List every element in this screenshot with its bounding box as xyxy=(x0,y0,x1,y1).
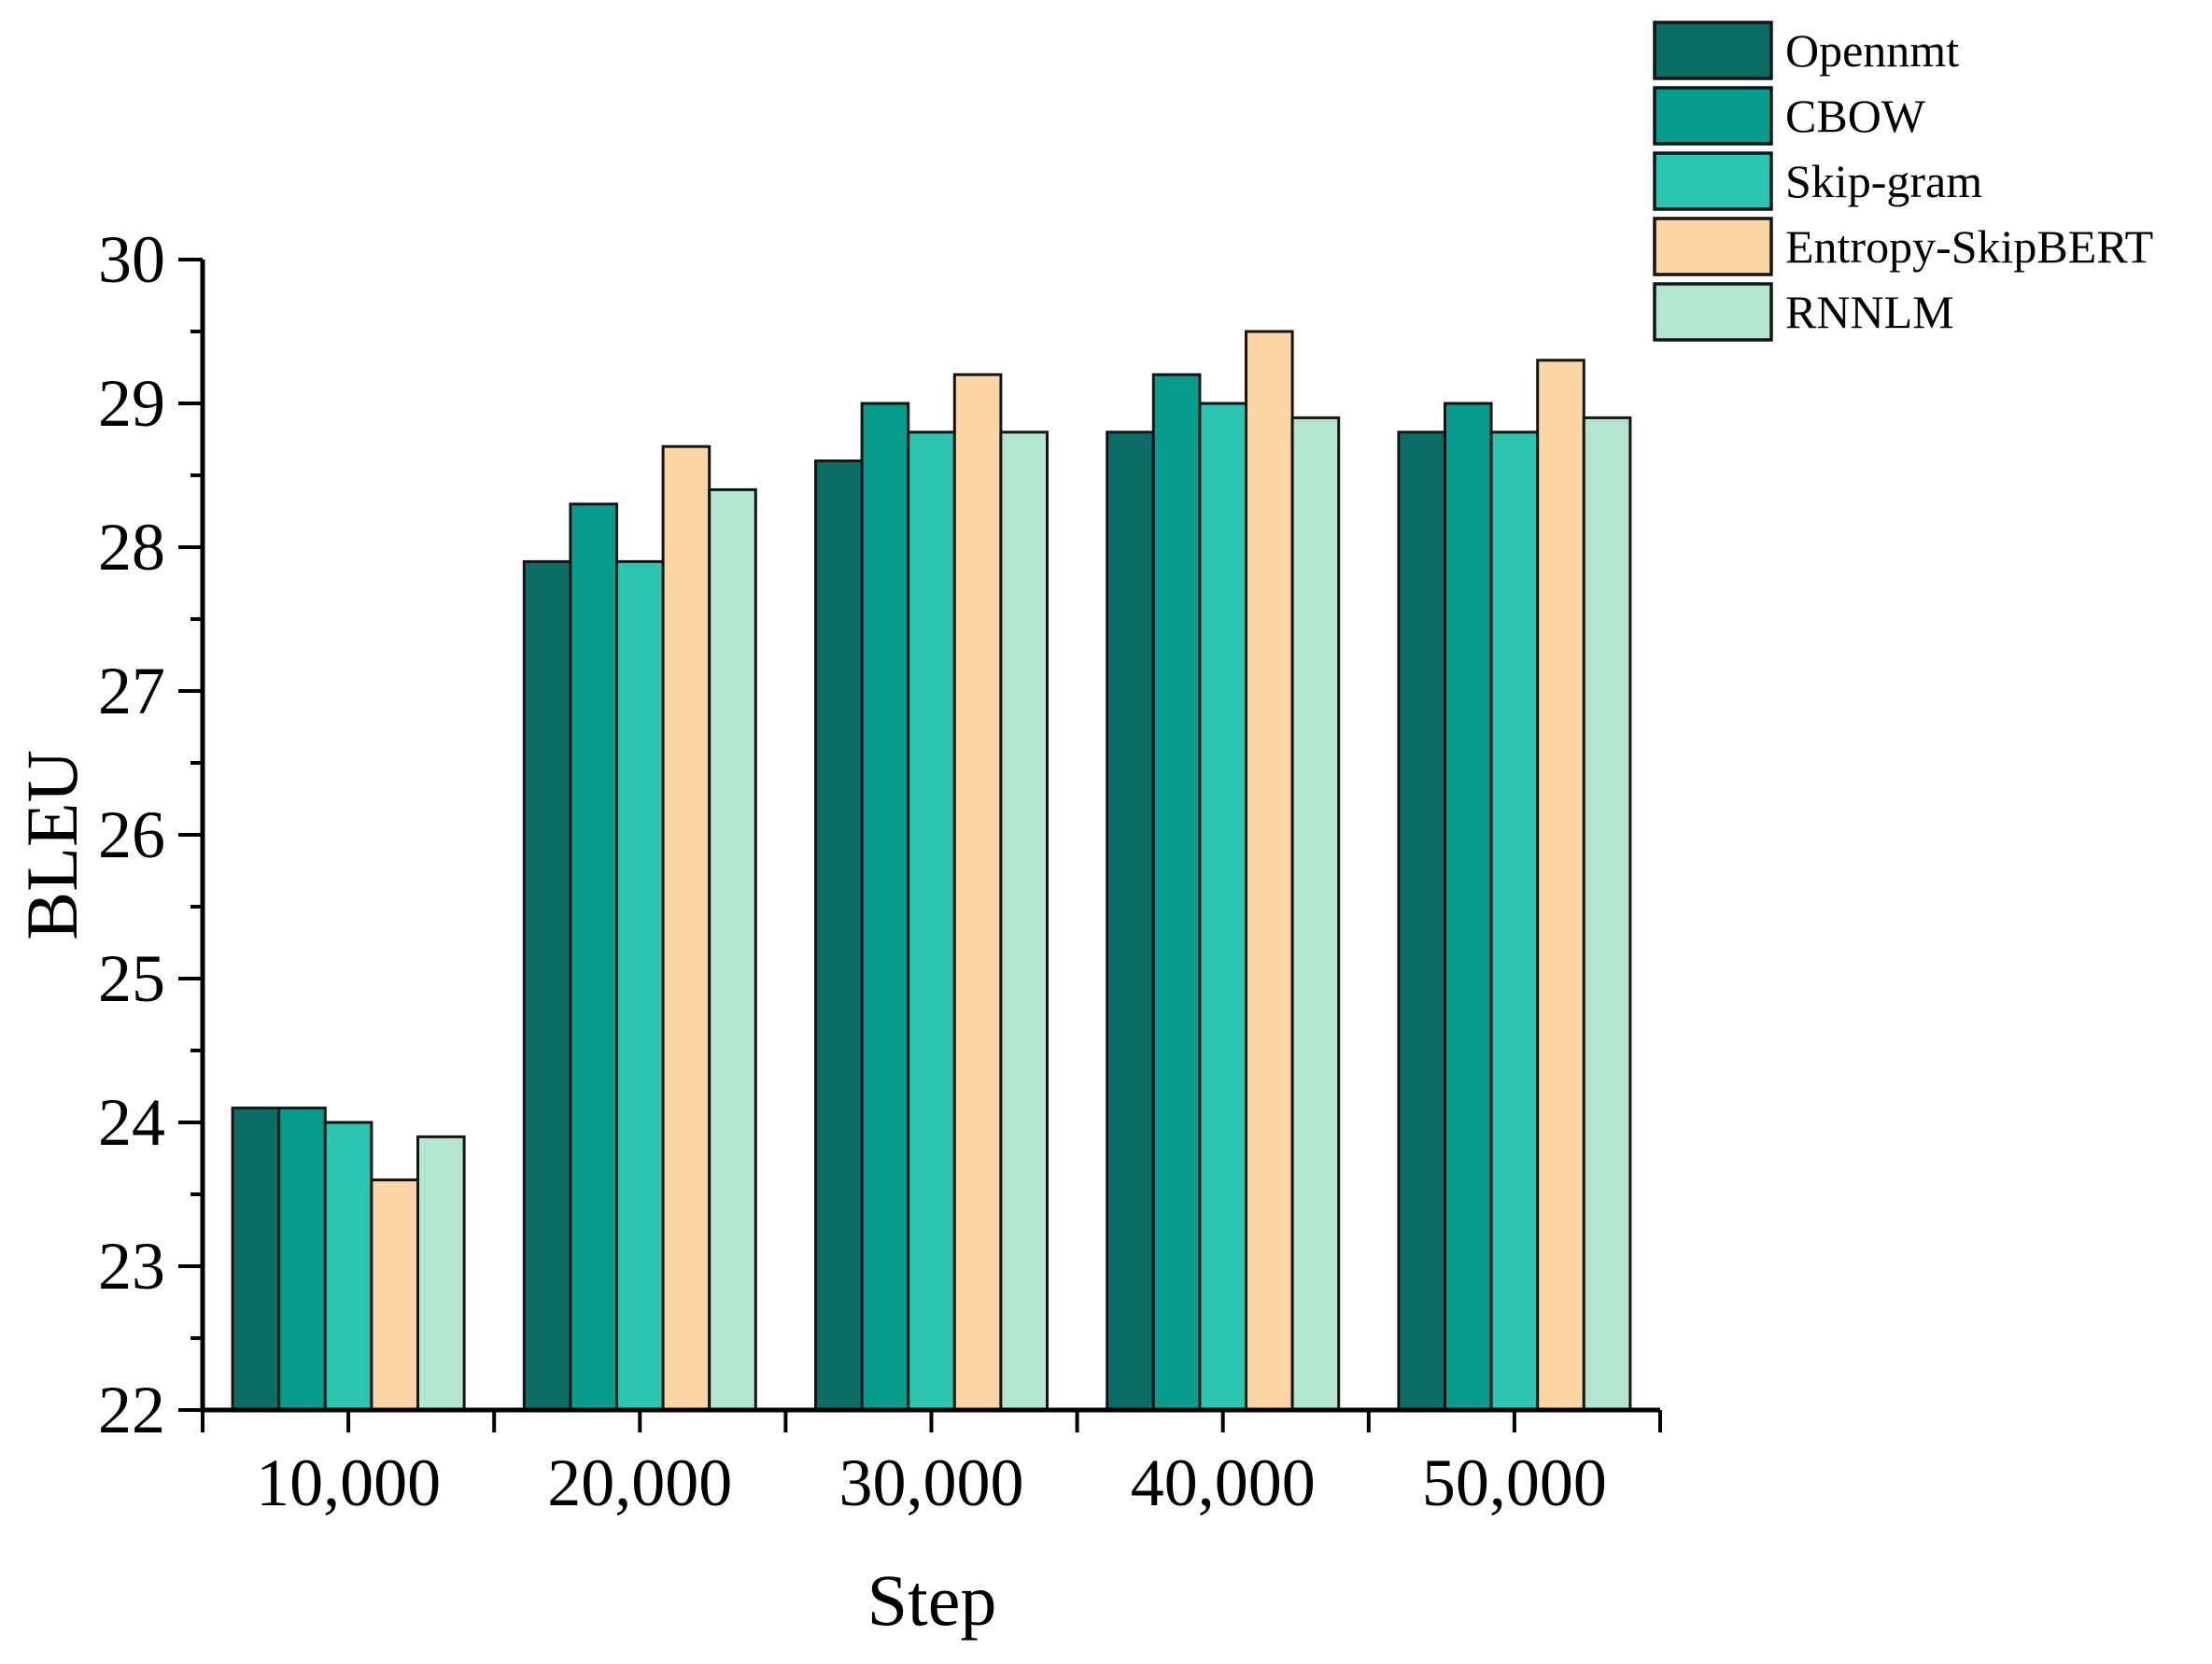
bar-Opennmt-10,000 xyxy=(231,1107,281,1412)
bar-Skip-gram-30,000 xyxy=(907,430,956,1412)
legend-label-Entropy-SkipBERT: Entropy-SkipBERT xyxy=(1785,220,2153,273)
y-tick-label: 28 xyxy=(98,510,165,585)
legend-label-Skip-gram: Skip-gram xyxy=(1785,155,1982,207)
x-tick-label: 30,000 xyxy=(839,1445,1024,1520)
bar-CBOW-50,000 xyxy=(1444,402,1493,1412)
bar-Opennmt-40,000 xyxy=(1106,430,1155,1412)
x-tick-label: 50,000 xyxy=(1422,1445,1607,1520)
bar-Entropy-SkipBERT-10,000 xyxy=(370,1178,419,1412)
bar-Entropy-SkipBERT-50,000 xyxy=(1536,359,1585,1412)
bar-Opennmt-50,000 xyxy=(1397,430,1447,1412)
legend: Opennmt CBOW Skip-gram Entropy-SkipBERT RNNL… xyxy=(1653,21,2153,342)
y-tick-label: 22 xyxy=(98,1373,165,1447)
bar-RNNLM-30,000 xyxy=(999,430,1050,1412)
y-tick-label: 29 xyxy=(98,366,165,441)
legend-label-RNNLM: RNNLM xyxy=(1785,286,1954,338)
bar-Skip-gram-20,000 xyxy=(615,559,665,1412)
y-axis-title: BLEU xyxy=(11,750,92,940)
y-tick-label: 25 xyxy=(98,941,165,1016)
x-tick-label: 10,000 xyxy=(256,1445,441,1520)
y-tick-label: 24 xyxy=(98,1085,165,1160)
legend-swatch-RNNLM xyxy=(1653,282,1773,342)
bar-Skip-gram-10,000 xyxy=(323,1121,373,1412)
y-tick-label: 26 xyxy=(98,797,165,872)
bar-RNNLM-20,000 xyxy=(708,487,757,1412)
legend-swatch-Opennmt xyxy=(1653,21,1773,80)
y-tick-label: 27 xyxy=(98,654,165,728)
x-tick-label: 40,000 xyxy=(1131,1445,1316,1520)
bar-Entropy-SkipBERT-30,000 xyxy=(952,373,1003,1412)
x-tick-label: 20,000 xyxy=(547,1445,732,1520)
bar-Entropy-SkipBERT-40,000 xyxy=(1245,330,1294,1412)
bar-Opennmt-30,000 xyxy=(814,459,864,1412)
bar-CBOW-20,000 xyxy=(569,502,619,1412)
x-axis-title: Step xyxy=(867,1559,997,1641)
legend-swatch-Skip-gram xyxy=(1653,151,1773,211)
bar-Skip-gram-40,000 xyxy=(1198,402,1248,1412)
y-tick-label: 23 xyxy=(98,1229,165,1304)
bar-CBOW-40,000 xyxy=(1151,373,1202,1412)
bar-Skip-gram-50,000 xyxy=(1489,430,1540,1412)
bar-RNNLM-50,000 xyxy=(1582,416,1632,1412)
bar-Entropy-SkipBERT-20,000 xyxy=(661,444,712,1412)
bar-RNNLM-40,000 xyxy=(1290,416,1341,1412)
bar-RNNLM-10,000 xyxy=(416,1135,466,1412)
bars-layer xyxy=(231,330,1632,1412)
axes-layer: 22 23 24 25 26 27 28 29 30 10,000 20,000 30,000 40,0… xyxy=(98,222,1662,1520)
legend-label-Opennmt: Opennmt xyxy=(1785,24,1959,77)
bar-CBOW-30,000 xyxy=(860,402,910,1412)
legend-label-CBOW: CBOW xyxy=(1785,90,1926,142)
legend-swatch-Entropy-SkipBERT xyxy=(1653,217,1773,276)
legend-swatch-CBOW xyxy=(1653,86,1773,146)
bar-CBOW-10,000 xyxy=(277,1107,327,1412)
y-tick-label: 30 xyxy=(98,222,165,297)
bar-Opennmt-20,000 xyxy=(522,559,572,1412)
